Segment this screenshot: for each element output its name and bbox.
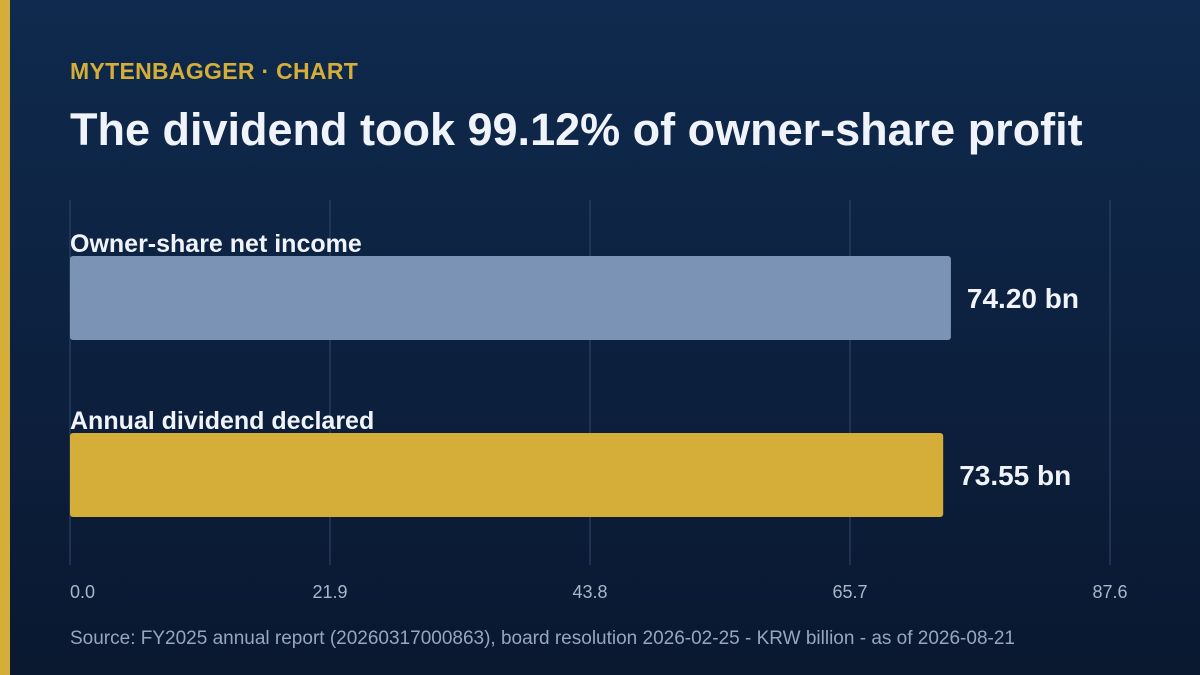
x-tick-label: 87.6 (1092, 582, 1127, 602)
x-tick-label: 21.9 (312, 582, 347, 602)
x-tick-label: 65.7 (832, 582, 867, 602)
value-label: 73.55 bn (959, 460, 1071, 491)
chart-title: The dividend took 99.12% of owner-share … (70, 104, 1083, 155)
bar (70, 256, 951, 340)
category-label: Annual dividend declared (70, 407, 374, 435)
x-tick-label: 0.0 (70, 582, 95, 602)
value-label: 74.20 bn (967, 283, 1079, 314)
category-label: Owner-share net income (70, 230, 362, 258)
source-note: Source: FY2025 annual report (2026031700… (70, 628, 1015, 649)
accent-strip (0, 0, 10, 675)
chart-kicker: MYTENBAGGER · CHART (70, 58, 359, 84)
bar (70, 433, 944, 517)
x-tick-label: 43.8 (572, 582, 607, 602)
